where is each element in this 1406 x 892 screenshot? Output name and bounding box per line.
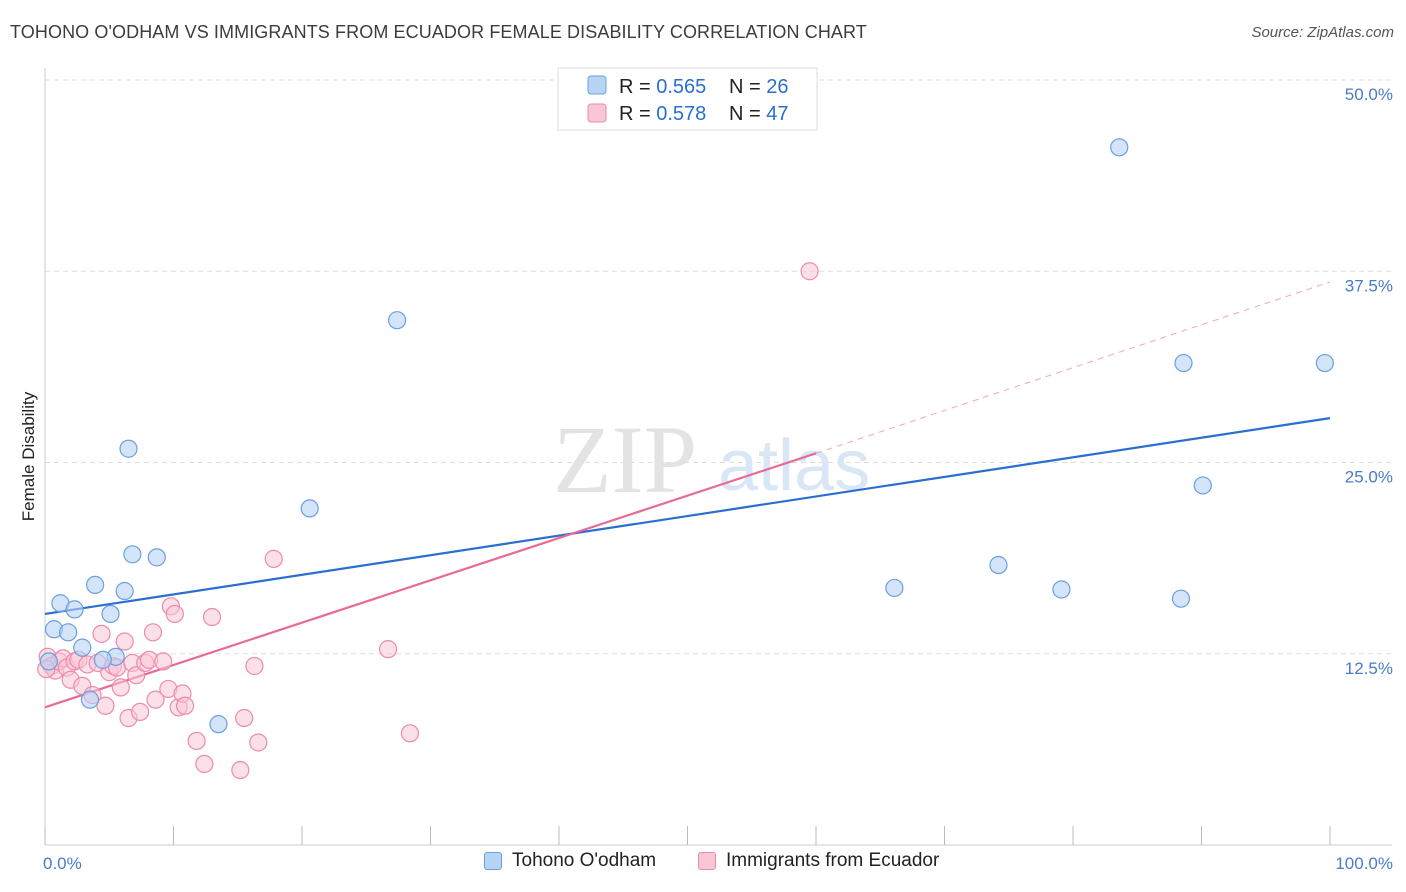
svg-text:R = 0.578: R = 0.578 — [619, 103, 706, 125]
trend-layer — [44, 281, 1331, 709]
legend-bottom-item-2: Immigrants from Ecuador — [698, 850, 939, 872]
point-immigrants-from-ecuador — [202, 607, 222, 627]
point-immigrants-from-ecuador — [165, 604, 184, 624]
legend-n-value-2: 47 — [766, 103, 788, 125]
svg-text:N = 26: N = 26 — [729, 76, 789, 98]
point-immigrants-from-ecuador — [175, 696, 195, 715]
point-tohono-oodham — [387, 311, 407, 330]
point-tohono-oodham — [209, 715, 228, 734]
point-tohono-oodham — [989, 555, 1008, 575]
point-immigrants-from-ecuador — [231, 760, 250, 780]
y-axis-title: Female Disability — [19, 391, 38, 521]
point-tohono-oodham — [123, 545, 142, 564]
y-tick-label: 37.5% — [1345, 276, 1393, 295]
legend-r-label-2: R = — [619, 103, 656, 125]
y-tick-label: 12.5% — [1345, 659, 1393, 678]
point-tohono-oodham — [59, 623, 78, 642]
point-tohono-oodham — [73, 638, 92, 657]
legend-bottom-swatch-pink — [698, 852, 716, 870]
point-immigrants-from-ecuador — [800, 262, 819, 281]
trendline-immigrants-from-ecuador-extension — [815, 281, 1331, 454]
point-tohono-oodham — [86, 575, 105, 595]
point-immigrants-from-ecuador — [92, 624, 111, 643]
legend-bottom-swatch-blue — [484, 852, 502, 870]
point-tohono-oodham — [147, 548, 166, 567]
point-tohono-oodham — [93, 650, 112, 669]
point-tohono-oodham — [300, 499, 319, 518]
legend-n-label-2: N = — [729, 103, 766, 125]
axes-layer — [44, 68, 1392, 846]
y-tick-label: 50.0% — [1345, 85, 1393, 104]
point-immigrants-from-ecuador — [235, 708, 254, 728]
legend-n-value-1: 26 — [766, 76, 788, 98]
labels-layer: 12.5% 25.0% 37.5% 50.0% 0.0% 100.0% Female Dis… — [19, 85, 1393, 873]
point-tohono-oodham — [885, 578, 904, 598]
point-immigrants-from-ecuador — [400, 724, 420, 743]
legend-r-value-2: 0.578 — [656, 103, 706, 125]
point-immigrants-from-ecuador — [143, 623, 163, 642]
legend-swatch-pink — [587, 103, 607, 123]
chart-title: TOHONO O'ODHAM VS IMMIGRANTS FROM ECUADO… — [10, 22, 867, 42]
point-immigrants-from-ecuador — [264, 549, 283, 568]
point-tohono-oodham — [119, 439, 138, 458]
point-immigrants-from-ecuador — [245, 656, 264, 676]
legend-bottom-label-2: Immigrants from Ecuador — [726, 850, 940, 871]
legend-r-value-1: 0.565 — [656, 76, 706, 98]
x-tick-label-start: 0.0% — [43, 854, 82, 873]
trendline-immigrants-from-ecuador — [44, 452, 817, 709]
point-immigrants-from-ecuador — [127, 666, 146, 685]
point-immigrants-from-ecuador — [249, 733, 268, 752]
point-immigrants-from-ecuador — [96, 696, 115, 715]
svg-text:R = 0.565: R = 0.565 — [619, 76, 706, 98]
chart-source: Source: ZipAtlas.com — [1251, 24, 1394, 41]
watermark-atlas: atlas — [718, 426, 870, 506]
points-layer — [37, 138, 1334, 780]
point-immigrants-from-ecuador — [130, 702, 150, 721]
point-immigrants-from-ecuador — [195, 754, 214, 774]
point-tohono-oodham — [1110, 138, 1129, 157]
legend-r-label-1: R = — [619, 76, 656, 98]
point-tohono-oodham — [1315, 353, 1334, 373]
point-tohono-oodham — [1193, 476, 1212, 495]
point-immigrants-from-ecuador — [187, 731, 206, 751]
point-tohono-oodham — [1052, 580, 1071, 599]
point-tohono-oodham — [39, 652, 58, 671]
point-immigrants-from-ecuador — [154, 652, 173, 671]
point-immigrants-from-ecuador — [115, 632, 134, 651]
x-tick-label-end: 100.0% — [1335, 854, 1393, 873]
point-tohono-oodham — [80, 690, 100, 709]
y-tick-label: 25.0% — [1345, 468, 1393, 487]
legend-bottom-label-1: Tohono O'odham — [512, 850, 657, 871]
point-tohono-oodham — [1171, 589, 1191, 608]
legend-bottom-item-1: Tohono O'odham — [484, 850, 656, 872]
point-tohono-oodham — [101, 604, 120, 624]
svg-text:N = 47: N = 47 — [729, 103, 789, 125]
trendline-tohono-oodham — [44, 417, 1331, 616]
watermark-zip: ZIP — [553, 406, 697, 513]
point-immigrants-from-ecuador — [378, 640, 398, 659]
legend-swatch-blue — [587, 75, 607, 95]
point-tohono-oodham — [1174, 353, 1193, 373]
point-immigrants-from-ecuador — [111, 678, 130, 697]
point-tohono-oodham — [65, 600, 84, 619]
legend-top: R = 0.565 N = 26 R = 0.578 N = 47 — [557, 67, 818, 131]
point-tohono-oodham — [115, 581, 134, 601]
watermark: ZIP atlas — [553, 406, 870, 513]
legend-n-label-1: N = — [729, 76, 766, 98]
point-immigrants-from-ecuador — [146, 690, 165, 709]
